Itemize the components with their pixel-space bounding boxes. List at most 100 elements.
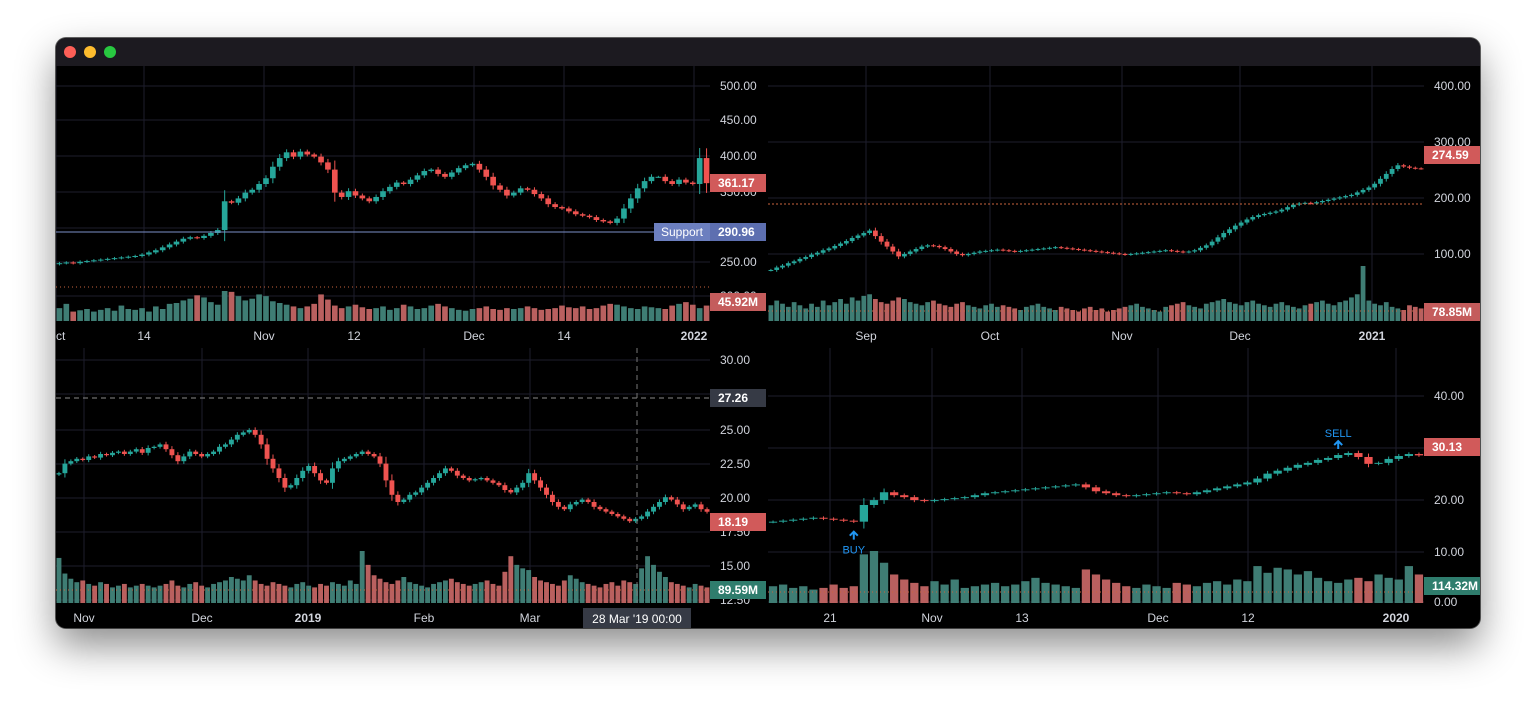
volume-bar (867, 294, 872, 321)
minimize-window-button[interactable] (84, 46, 96, 58)
candle-body (849, 237, 855, 242)
candle-body (211, 451, 216, 454)
candle-body (538, 194, 545, 199)
candle-body (442, 468, 448, 474)
volume-bar (180, 300, 187, 321)
volume-bar (510, 309, 517, 321)
volume-bar (497, 309, 503, 321)
volume-bar (228, 577, 234, 603)
last-price-badge: 361.17 (718, 176, 755, 190)
volume-bar (1058, 306, 1064, 321)
volume-bar (559, 305, 565, 321)
volume-bar (159, 309, 166, 321)
volume-bar (994, 306, 1000, 321)
chart-svg-top-right[interactable]: 400.00 300.00 200.00 100.00 Sep Oct Nov Dec 2021… (768, 66, 1480, 348)
candle-body (1308, 202, 1314, 204)
volume-bar (377, 578, 383, 603)
x-tick-label: Nov (1111, 329, 1132, 343)
volume-bar (1360, 266, 1366, 321)
candle-body (146, 252, 152, 255)
volume-bar (1041, 582, 1050, 603)
x-tick-label: Sep (855, 329, 877, 343)
candle-body (318, 473, 324, 481)
candle-body (839, 519, 848, 521)
volume-bar (1082, 308, 1087, 321)
candle-body (1202, 490, 1212, 493)
candle-body (970, 495, 980, 498)
candle-body (925, 245, 931, 247)
zoom-window-button[interactable] (104, 46, 116, 58)
volume-bar (217, 582, 222, 603)
volume-bar (615, 585, 621, 603)
chart-pane-top-left[interactable]: 500.00450.00400.00350.00300.00250.00200.… (56, 66, 766, 348)
volume-bar (1404, 566, 1413, 603)
candle-body (559, 207, 565, 209)
volume-bar (63, 303, 70, 321)
candle-body (1303, 462, 1313, 465)
volume-bar (318, 583, 324, 603)
volume-bar (92, 585, 98, 603)
volume-bar (1383, 302, 1389, 321)
candle-body (633, 518, 639, 522)
volume-bar (1320, 300, 1325, 321)
volume-bar (312, 587, 318, 603)
candle-body (579, 499, 585, 502)
volume-bar (662, 577, 668, 603)
chart-pane-top-right[interactable]: 400.00 300.00 200.00 100.00 Sep Oct Nov Dec 2021… (768, 66, 1480, 348)
candle-body (133, 449, 139, 452)
volume-bar (567, 575, 573, 603)
volume-bar (80, 580, 86, 603)
last-price-badge: 274.59 (1432, 148, 1469, 162)
volume-bar (325, 299, 331, 321)
candle-body (948, 249, 954, 252)
volume-bar (282, 585, 288, 603)
volume-bar (1140, 306, 1145, 321)
volume-bar (579, 306, 586, 321)
volume-bar (283, 304, 290, 321)
volume-bar (1233, 579, 1242, 603)
candle-body (1186, 251, 1192, 253)
volume-bar (276, 303, 283, 321)
volume-bar (920, 586, 929, 603)
candle-body (890, 492, 899, 496)
volume-bar (371, 575, 377, 603)
chart-svg-top-left[interactable]: 500.00450.00400.00350.00300.00250.00200.… (56, 66, 766, 348)
y-tick-label: 22.50 (720, 457, 750, 471)
candle-body (1232, 225, 1238, 230)
candle-body (524, 188, 531, 190)
chart-svg-bottom-right[interactable]: BUYSELL40.0030.0020.0010.000.0021Nov13De… (768, 348, 1480, 628)
close-window-button[interactable] (64, 46, 76, 58)
candle-body (950, 498, 959, 500)
candle-body (980, 493, 990, 496)
candle-body (586, 215, 593, 218)
candle-body (290, 152, 297, 157)
candle-body (56, 263, 63, 265)
chart-pane-bottom-left[interactable]: 30.0027.5025.0022.5020.0017.5015.0012.50… (56, 348, 766, 628)
candle-body (318, 156, 324, 163)
volume-bar (1303, 571, 1313, 603)
volume-bar (1087, 306, 1093, 321)
candle-body (1263, 473, 1272, 479)
candle-body (331, 169, 338, 193)
chart-pane-bottom-right[interactable]: BUYSELL40.0030.0020.0010.000.0021Nov13De… (768, 348, 1480, 628)
candle-body (466, 478, 472, 481)
volume-bar (1012, 308, 1018, 321)
volume-bar (246, 575, 252, 603)
candle-body (1163, 250, 1169, 252)
volume-bar (169, 580, 175, 603)
volume-bar (1186, 305, 1192, 321)
volume-bar (621, 580, 627, 603)
candle-body (1128, 253, 1134, 255)
y-tick-label: 500.00 (720, 79, 757, 93)
volume-bar (181, 587, 187, 603)
candle-body (159, 247, 166, 251)
chart-svg-bottom-left[interactable]: 30.0027.5025.0022.5020.0017.5015.0012.50… (56, 348, 766, 628)
candle-body (234, 434, 240, 440)
volume-bar (634, 309, 641, 321)
volume-bar (1384, 577, 1393, 603)
candle-body (407, 179, 414, 184)
volume-bar (1331, 305, 1337, 321)
candle-body (1285, 207, 1290, 210)
candle-body (194, 237, 200, 239)
candle-body (1122, 253, 1128, 255)
